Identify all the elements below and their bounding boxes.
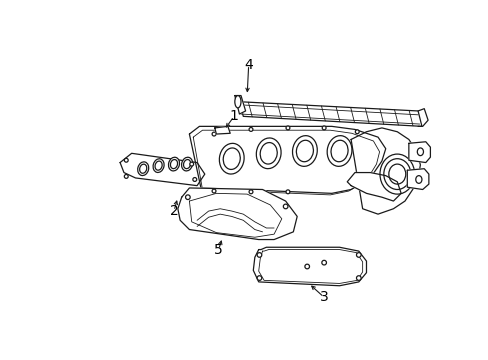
- Polygon shape: [120, 153, 204, 186]
- Polygon shape: [178, 188, 297, 239]
- Ellipse shape: [292, 136, 317, 166]
- Ellipse shape: [285, 190, 289, 194]
- Text: 2: 2: [169, 204, 178, 218]
- Text: 5: 5: [214, 243, 223, 257]
- Ellipse shape: [124, 175, 128, 178]
- Ellipse shape: [138, 162, 148, 176]
- Ellipse shape: [416, 148, 423, 156]
- Ellipse shape: [379, 154, 414, 194]
- Ellipse shape: [212, 132, 216, 136]
- Text: 1: 1: [229, 109, 238, 123]
- Polygon shape: [234, 95, 245, 114]
- Ellipse shape: [181, 157, 192, 171]
- Ellipse shape: [212, 189, 216, 193]
- Ellipse shape: [248, 127, 252, 131]
- Ellipse shape: [124, 158, 128, 162]
- Ellipse shape: [256, 138, 281, 168]
- Ellipse shape: [192, 177, 196, 181]
- Ellipse shape: [185, 195, 190, 199]
- Text: 4: 4: [244, 58, 253, 72]
- Polygon shape: [189, 126, 385, 193]
- Ellipse shape: [356, 276, 360, 280]
- Ellipse shape: [189, 162, 193, 166]
- Polygon shape: [408, 142, 429, 163]
- Ellipse shape: [305, 264, 309, 269]
- Ellipse shape: [415, 176, 421, 183]
- Ellipse shape: [168, 157, 179, 171]
- Ellipse shape: [285, 126, 289, 130]
- Polygon shape: [350, 128, 420, 214]
- Ellipse shape: [153, 159, 164, 172]
- Text: 3: 3: [319, 290, 328, 304]
- Polygon shape: [239, 102, 421, 126]
- Polygon shape: [253, 247, 366, 286]
- Polygon shape: [407, 169, 428, 189]
- Ellipse shape: [257, 276, 261, 280]
- Ellipse shape: [321, 260, 326, 265]
- Ellipse shape: [257, 253, 261, 257]
- Polygon shape: [346, 172, 400, 201]
- Ellipse shape: [219, 143, 244, 174]
- Ellipse shape: [355, 130, 359, 134]
- Ellipse shape: [322, 126, 325, 130]
- Ellipse shape: [326, 136, 351, 166]
- Ellipse shape: [248, 190, 252, 194]
- Ellipse shape: [234, 95, 241, 108]
- Ellipse shape: [356, 253, 360, 257]
- Polygon shape: [214, 126, 230, 134]
- Ellipse shape: [283, 204, 287, 209]
